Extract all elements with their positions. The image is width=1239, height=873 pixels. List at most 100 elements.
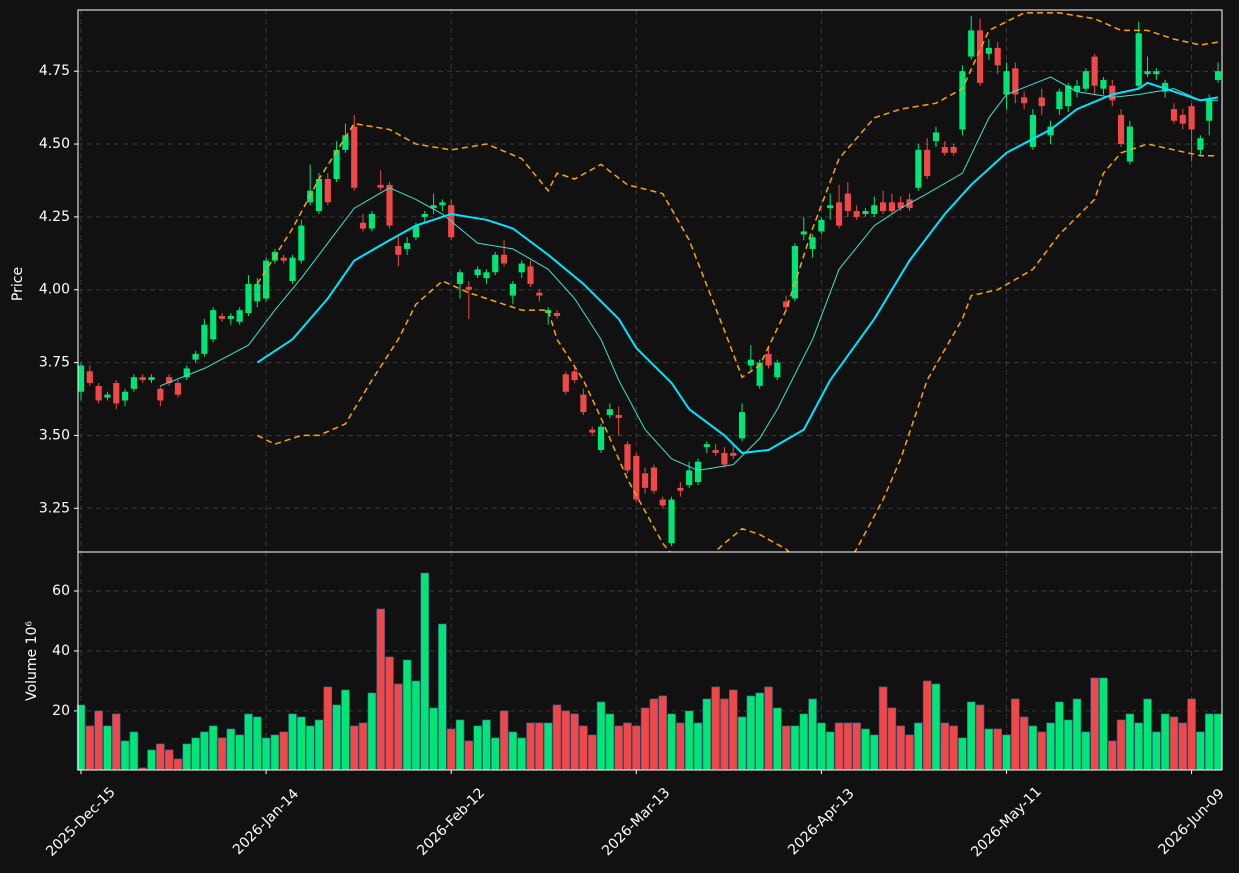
candle-body bbox=[104, 394, 111, 398]
candle-body bbox=[1047, 126, 1054, 136]
volume-bar bbox=[570, 713, 579, 771]
volume-bar bbox=[676, 722, 685, 771]
volume-bar bbox=[270, 734, 280, 771]
volume-bar bbox=[1063, 719, 1073, 771]
y-tick-label: 3.50 bbox=[39, 427, 70, 443]
volume-bar bbox=[385, 656, 394, 771]
candle-body bbox=[1117, 114, 1125, 145]
candle-body bbox=[500, 254, 508, 264]
volume-bar bbox=[1090, 677, 1099, 771]
candle-body bbox=[121, 391, 129, 401]
candle-body bbox=[254, 283, 261, 302]
candle-body bbox=[86, 371, 93, 383]
volume-bar bbox=[966, 701, 976, 771]
volume-bar bbox=[870, 734, 879, 771]
volume-axis-label: Volume 10⁶ bbox=[24, 621, 40, 701]
candle-body bbox=[580, 394, 587, 413]
volume-bar bbox=[1213, 713, 1223, 771]
candle-body bbox=[95, 385, 102, 401]
volume-bar bbox=[1011, 698, 1020, 771]
candle-body bbox=[148, 377, 155, 381]
candle-body bbox=[342, 135, 349, 150]
volume-bar bbox=[1187, 698, 1196, 771]
overlay-line bbox=[256, 81, 1219, 454]
volume-bar bbox=[323, 686, 333, 771]
volume-bar bbox=[808, 698, 817, 771]
volume-bar bbox=[517, 737, 526, 771]
candle-body bbox=[959, 71, 966, 130]
volume-bar bbox=[1152, 731, 1161, 771]
candle-body bbox=[359, 222, 367, 229]
candle-body bbox=[642, 473, 649, 488]
volume-bar bbox=[490, 737, 500, 771]
candle-body bbox=[703, 444, 710, 448]
candle-body bbox=[1056, 91, 1063, 110]
candle-body bbox=[130, 377, 137, 389]
volume-bar bbox=[217, 737, 227, 771]
candle-body bbox=[668, 499, 675, 544]
volume-bar bbox=[896, 725, 905, 771]
volume-bar bbox=[922, 680, 932, 771]
volume-bar bbox=[1002, 734, 1011, 771]
volume-bar bbox=[861, 728, 870, 771]
y-tick-label: 4.25 bbox=[39, 209, 70, 225]
candle-body bbox=[1179, 114, 1186, 124]
candle-body bbox=[263, 260, 270, 299]
y-tick-label: 4.75 bbox=[39, 63, 70, 79]
candle-body bbox=[853, 211, 860, 217]
candle-body bbox=[1144, 71, 1151, 75]
candle-body bbox=[509, 283, 516, 296]
volume-bar bbox=[508, 731, 518, 771]
volume-bar bbox=[535, 722, 544, 771]
candle-body bbox=[518, 263, 525, 273]
overlays bbox=[160, 12, 1219, 552]
volume-bar bbox=[438, 623, 447, 771]
candle-body bbox=[183, 368, 190, 378]
candle-body bbox=[174, 382, 182, 395]
candle-body bbox=[1065, 85, 1072, 107]
volume-bar bbox=[499, 710, 509, 771]
volume-bar bbox=[1134, 722, 1143, 771]
volume-bar bbox=[208, 725, 218, 771]
candle-body bbox=[650, 467, 658, 491]
volume-bar bbox=[1028, 725, 1038, 771]
volume-bar bbox=[914, 722, 923, 771]
volume-bar bbox=[702, 698, 712, 771]
volume-bar bbox=[790, 725, 800, 771]
volume-bar bbox=[605, 713, 615, 771]
candle-body bbox=[686, 470, 693, 485]
volume-bar bbox=[931, 683, 941, 771]
volume-bar bbox=[552, 704, 562, 771]
volume-bar bbox=[543, 722, 553, 771]
volume-bar bbox=[728, 689, 738, 771]
candle-body bbox=[950, 146, 957, 153]
volume-bar bbox=[341, 689, 350, 771]
candle-body bbox=[897, 202, 904, 209]
candle-body bbox=[571, 371, 578, 381]
candle-body bbox=[166, 377, 173, 383]
candle-body bbox=[536, 292, 543, 296]
candle-body bbox=[721, 452, 728, 465]
candle-body bbox=[492, 254, 499, 273]
y-tick-label: 3.25 bbox=[39, 500, 70, 516]
volume-bar bbox=[975, 704, 985, 771]
volume-bar bbox=[147, 749, 156, 771]
candle-body bbox=[465, 286, 472, 290]
candle-body bbox=[677, 487, 684, 491]
volume-bar bbox=[164, 749, 174, 771]
volume-bar bbox=[376, 608, 385, 771]
candle-body bbox=[783, 301, 790, 308]
volume-bar bbox=[191, 737, 200, 771]
volume-bar bbox=[1046, 722, 1055, 771]
volume-bar bbox=[235, 734, 244, 771]
volume-bar bbox=[1116, 719, 1126, 771]
volume-bar bbox=[1107, 740, 1117, 771]
volume-bar bbox=[940, 722, 950, 771]
candle-body bbox=[633, 455, 640, 500]
candle-body bbox=[113, 382, 120, 404]
volume-bar bbox=[402, 659, 412, 771]
volume-bar bbox=[649, 698, 659, 771]
volume-bar bbox=[1081, 731, 1091, 771]
volume-bar bbox=[394, 683, 403, 771]
candle-body bbox=[412, 225, 420, 238]
